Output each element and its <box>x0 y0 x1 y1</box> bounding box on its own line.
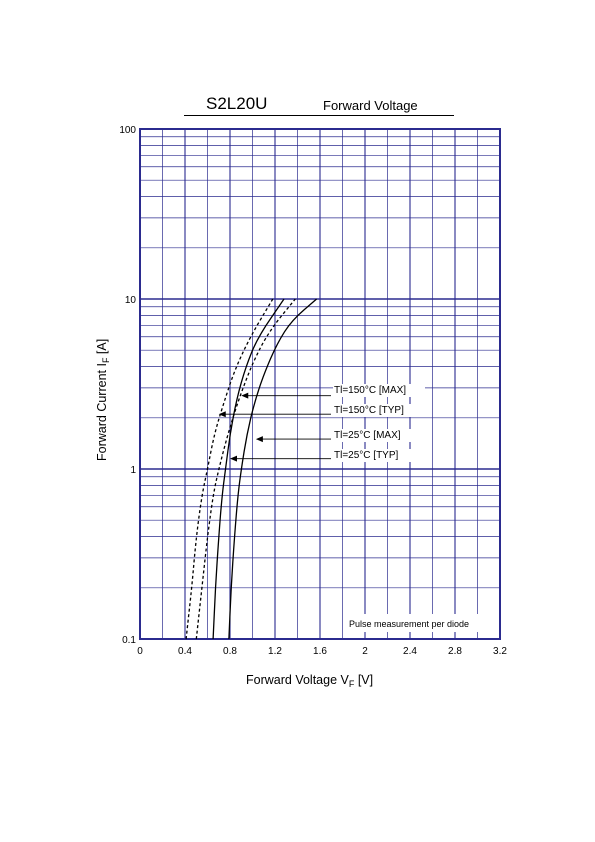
y-axis-label-unit: [A] <box>95 339 109 358</box>
y-tick-labels: 0.1 1 10 100 <box>119 125 136 646</box>
annotation-background <box>333 449 425 462</box>
note-text: Pulse measurement per diode <box>349 619 469 629</box>
y-axis-label: Forward Current IF [A] <box>95 339 111 461</box>
x-tick-label: 1.6 <box>313 646 327 657</box>
annotation-background <box>333 384 425 397</box>
annotations: Tl=150°C [MAX] Tl=150°C [TYP] Tl=25°C [MAX… <box>218 384 425 462</box>
series-lines <box>185 298 318 640</box>
annotation-background <box>333 404 425 417</box>
x-tick-label: 2.8 <box>448 646 462 657</box>
note-background <box>346 614 494 632</box>
annotation-label: Tl=150°C [MAX] <box>334 385 406 396</box>
x-tick-label: 1.2 <box>268 646 282 657</box>
annotation-label: Tl=25°C [TYP] <box>334 450 399 461</box>
grid <box>139 129 501 640</box>
x-tick-label: 3.2 <box>493 646 507 657</box>
annotation-arrowhead <box>241 392 249 399</box>
x-tick-labels: 0 0.4 0.8 1.2 1.6 2 2.4 2.8 3.2 <box>137 646 507 657</box>
x-axis-label: Forward Voltage VF [V] <box>246 673 373 689</box>
annotation-arrowhead <box>230 455 237 462</box>
y-axis-label-sub: F <box>101 357 111 363</box>
chart-subtitle: Forward Voltage <box>323 98 418 113</box>
y-axis-label-main: Forward Current I <box>95 363 109 461</box>
annotation-label: Tl=150°C [TYP] <box>334 405 404 416</box>
y-tick-label: 0.1 <box>122 635 136 646</box>
annotation-arrowhead <box>255 436 263 443</box>
x-axis-label-sub: F <box>349 679 355 689</box>
x-tick-label: 0 <box>137 646 143 657</box>
annotation-background <box>333 429 425 442</box>
plot-frame <box>139 128 501 640</box>
title-underline <box>184 115 454 116</box>
y-tick-label: 100 <box>119 125 136 136</box>
chart-title: S2L20U <box>206 94 268 113</box>
y-tick-label: 10 <box>125 295 137 306</box>
x-axis-label-main: Forward Voltage V <box>246 673 349 687</box>
series-line-1 <box>195 298 296 640</box>
annotation-arrowhead <box>218 411 226 418</box>
x-tick-label: 2 <box>362 646 368 657</box>
series-line-2 <box>185 298 274 640</box>
y-tick-label: 1 <box>130 465 136 476</box>
x-axis-label-unit: [V] <box>354 673 373 687</box>
annotation-label: Tl=25°C [MAX] <box>334 430 401 441</box>
x-tick-label: 0.8 <box>223 646 237 657</box>
x-tick-label: 2.4 <box>403 646 417 657</box>
series-line-4 <box>212 298 285 640</box>
series-line-3 <box>228 298 318 640</box>
x-tick-label: 0.4 <box>178 646 192 657</box>
